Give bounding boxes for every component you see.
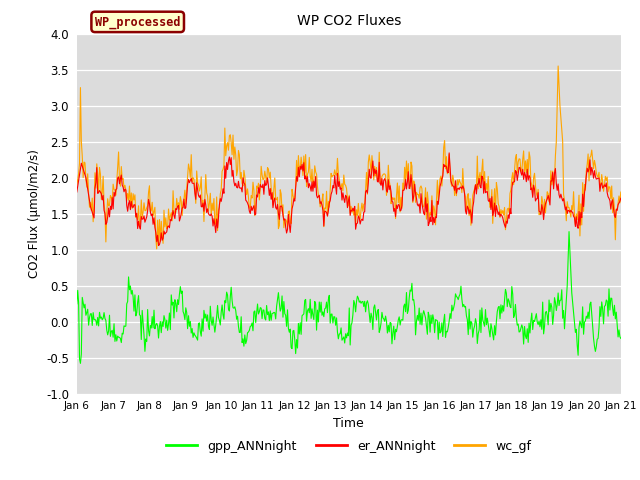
Legend: gpp_ANNnight, er_ANNnight, wc_gf: gpp_ANNnight, er_ANNnight, wc_gf: [161, 434, 536, 457]
Text: WP_processed: WP_processed: [95, 15, 180, 28]
Y-axis label: CO2 Flux (μmol/m2/s): CO2 Flux (μmol/m2/s): [28, 149, 40, 278]
X-axis label: Time: Time: [333, 417, 364, 430]
Title: WP CO2 Fluxes: WP CO2 Fluxes: [296, 14, 401, 28]
